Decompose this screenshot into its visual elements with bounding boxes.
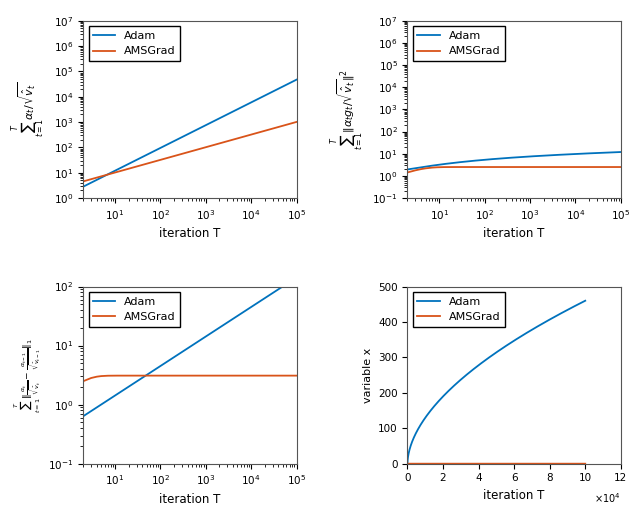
Adam [66, 422, 74, 428]
Legend: Adam, AMSGrad: Adam, AMSGrad [89, 292, 180, 327]
AMSGrad [517, 461, 525, 467]
Y-axis label: $\sum_{t=1}^{T} \|\alpha_t g_t/\sqrt{\hat{v}_t}\|^2$: $\sum_{t=1}^{T} \|\alpha_t g_t/\sqrt{\ha… [330, 69, 367, 150]
AMSGrad [292, 373, 300, 379]
AMSGrad [66, 387, 74, 393]
Adam [252, 97, 259, 104]
AMSGrad [616, 164, 623, 170]
AMSGrad [497, 461, 505, 467]
AMSGrad [66, 182, 74, 188]
Text: $\times10^4$: $\times10^4$ [594, 491, 621, 505]
AMSGrad [564, 461, 572, 467]
AMSGrad [604, 164, 612, 170]
Adam [604, 150, 612, 156]
Adam [292, 275, 300, 281]
AMSGrad [141, 373, 149, 379]
AMSGrad [218, 140, 226, 146]
AMSGrad [284, 373, 291, 379]
Adam [408, 440, 415, 446]
Adam [390, 168, 397, 175]
Adam [615, 149, 623, 155]
AMSGrad [617, 164, 625, 170]
AMSGrad [218, 373, 226, 379]
AMSGrad [615, 164, 623, 170]
AMSGrad [404, 461, 412, 467]
Adam [617, 149, 625, 155]
Adam [292, 275, 300, 281]
Adam [608, 149, 616, 155]
Y-axis label: variable x: variable x [363, 348, 372, 403]
AMSGrad [252, 373, 259, 379]
Adam [517, 333, 525, 340]
Y-axis label: $\sum_{t=1}^{T} \alpha_t/\sqrt{\hat{v}_t}$: $\sum_{t=1}^{T} \alpha_t/\sqrt{\hat{v}_t… [12, 82, 49, 137]
AMSGrad [284, 121, 291, 128]
AMSGrad [608, 164, 616, 170]
Adam [284, 280, 291, 287]
AMSGrad [280, 373, 288, 379]
AMSGrad [291, 373, 298, 379]
X-axis label: iteration T: iteration T [159, 227, 221, 240]
Line: AMSGrad: AMSGrad [70, 376, 296, 390]
Adam [426, 409, 433, 415]
Legend: Adam, AMSGrad: Adam, AMSGrad [413, 27, 505, 61]
Adam [218, 323, 226, 329]
AMSGrad [479, 164, 487, 170]
Adam [252, 301, 259, 307]
X-axis label: iteration T: iteration T [159, 493, 221, 506]
AMSGrad [292, 373, 300, 379]
Line: AMSGrad: AMSGrad [70, 122, 296, 185]
Adam [280, 282, 288, 289]
Legend: Adam, AMSGrad: Adam, AMSGrad [89, 27, 180, 61]
AMSGrad [581, 461, 589, 467]
Adam [291, 78, 298, 84]
Line: Adam: Adam [70, 80, 296, 193]
Adam [404, 460, 412, 466]
Y-axis label: $\sum_{t=1}^{T} \|\frac{\alpha_t}{\sqrt{\hat{v}_t}} - \frac{\alpha_{t-1}}{\sqrt{: $\sum_{t=1}^{T} \|\frac{\alpha_t}{\sqrt{… [12, 338, 42, 413]
Adam [292, 77, 300, 83]
Adam [280, 83, 288, 89]
Adam [284, 81, 291, 87]
AMSGrad [408, 461, 415, 467]
Line: Adam: Adam [394, 152, 621, 171]
Adam [543, 152, 550, 158]
AMSGrad [573, 461, 580, 467]
AMSGrad [575, 164, 583, 170]
AMSGrad [292, 119, 300, 126]
Line: Adam: Adam [70, 278, 296, 425]
Adam [291, 276, 298, 282]
Adam [564, 306, 572, 313]
X-axis label: iteration T: iteration T [483, 489, 545, 502]
AMSGrad [291, 119, 298, 126]
Adam [218, 114, 226, 120]
Adam [497, 346, 505, 352]
Adam [292, 77, 300, 83]
Adam [616, 149, 623, 155]
AMSGrad [543, 164, 550, 170]
Adam [575, 151, 583, 157]
Line: AMSGrad: AMSGrad [394, 167, 621, 177]
AMSGrad [252, 130, 259, 137]
Legend: Adam, AMSGrad: Adam, AMSGrad [413, 292, 505, 327]
AMSGrad [426, 461, 433, 467]
AMSGrad [280, 122, 288, 129]
Adam [581, 297, 589, 304]
AMSGrad [390, 174, 397, 180]
Line: Adam: Adam [408, 301, 585, 463]
Adam [573, 302, 580, 308]
Adam [66, 190, 74, 196]
AMSGrad [292, 119, 300, 125]
X-axis label: iteration T: iteration T [483, 227, 545, 240]
